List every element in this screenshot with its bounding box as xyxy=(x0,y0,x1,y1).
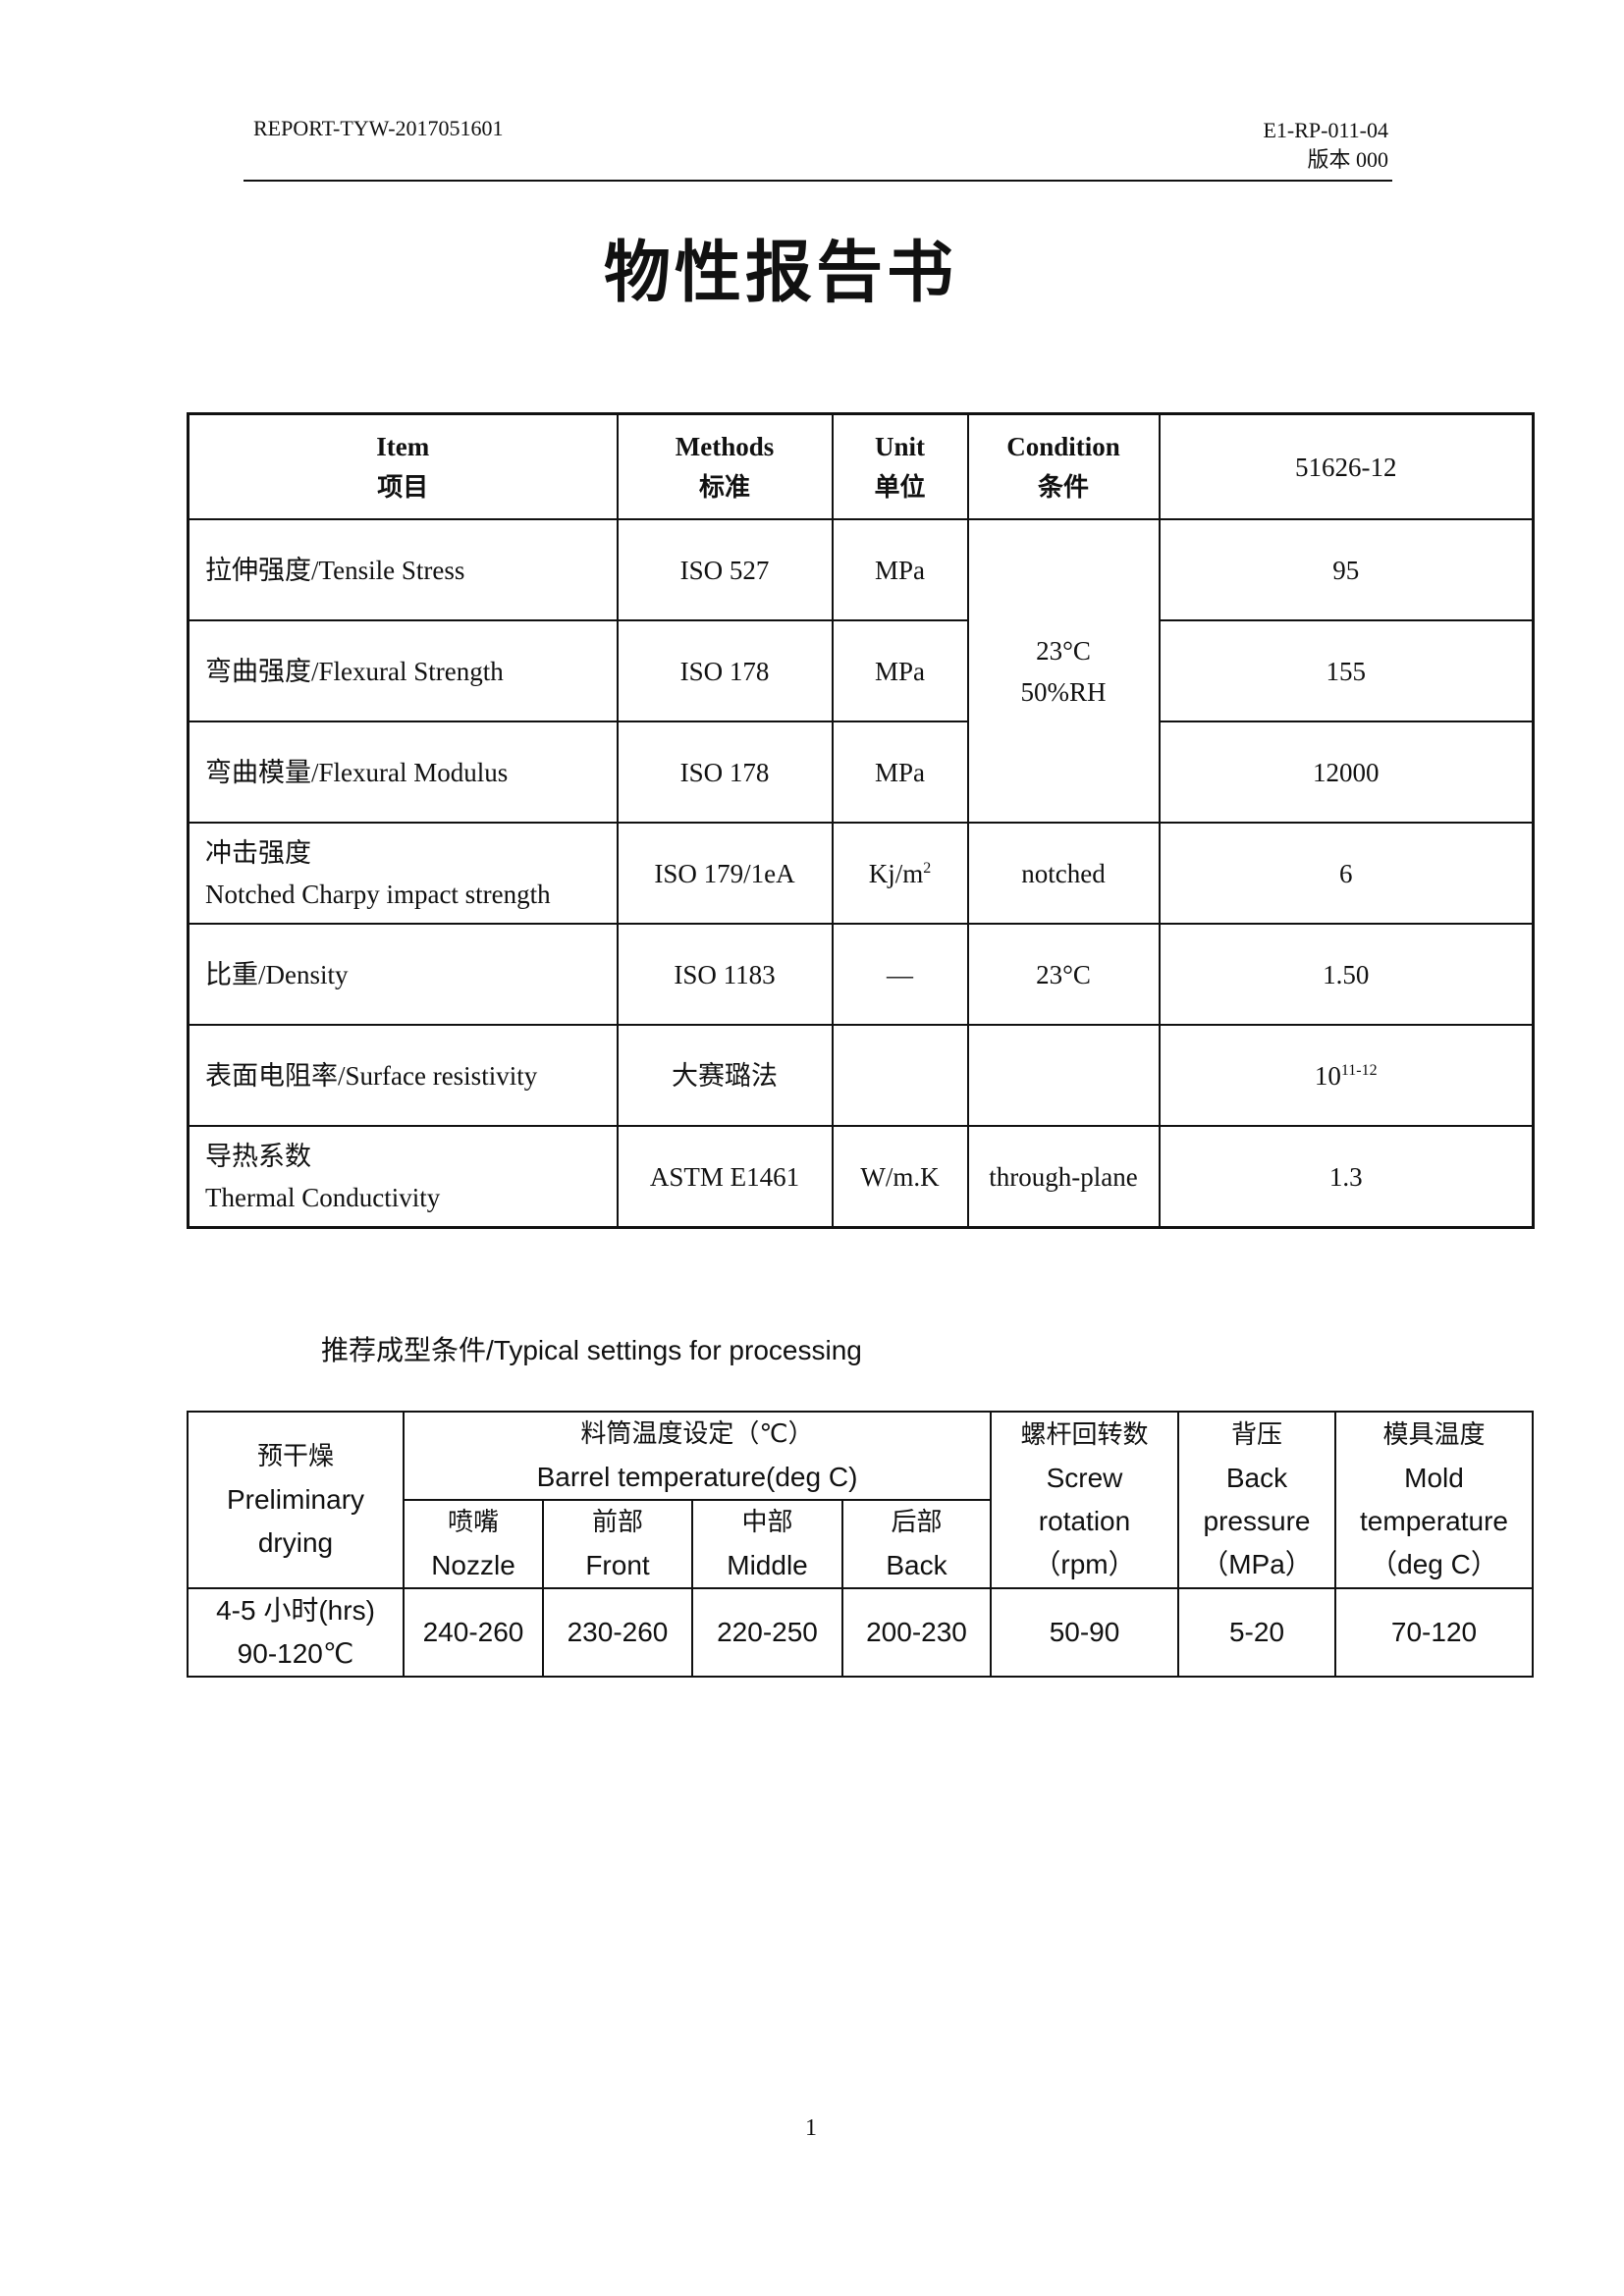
properties-table: Item 项目 Methods 标准 Unit 单位 Condition 条件 5162… xyxy=(187,412,1535,1229)
processing-table: 预干燥 Preliminary drying 料筒温度设定（℃） Barrel tem… xyxy=(187,1411,1534,1678)
header-unit: Unit 单位 xyxy=(831,412,969,520)
header-middle: 中部 Middle xyxy=(691,1499,843,1589)
header-mold-temp: 模具温度 Mold temperature （deg C） xyxy=(1334,1411,1534,1589)
header-drying: 预干燥 Preliminary drying xyxy=(187,1411,405,1589)
doc-code: E1-RP-011-04 xyxy=(1263,118,1388,142)
header-item: Item 项目 xyxy=(187,412,619,520)
table-row: 表面电阻率/Surface resistivity 大赛璐法 1011-12 xyxy=(187,1024,1535,1127)
header-divider xyxy=(244,180,1392,182)
table-row: 拉伸强度/Tensile Stress ISO 527 MPa 23°C 50%R… xyxy=(187,518,1535,824)
table-row: 弯曲模量/Flexural Modulus ISO 178 MPa 12000 xyxy=(187,721,1535,824)
header-nozzle: 喷嘴 Nozzle xyxy=(403,1499,544,1589)
header-methods: Methods 标准 xyxy=(616,412,834,520)
header-barrel: 料筒温度设定（℃） Barrel temperature(deg C) xyxy=(403,1411,992,1501)
header-screw: 螺杆回转数 Screw rotation （rpm） xyxy=(990,1411,1179,1589)
table-row: 导热系数 Thermal Conductivity ASTM E1461 W/m.… xyxy=(187,1125,1535,1229)
header-condition: Condition 条件 xyxy=(966,412,1161,520)
processing-subtitle: 推荐成型条件/Typical settings for processing xyxy=(321,1335,862,1365)
table-row: 4-5 小时(hrs) 90-120℃ 240-260 230-260 220-2… xyxy=(187,1587,1534,1678)
page-title: 物性报告书 xyxy=(603,235,957,312)
shared-condition: 23°C 50%RH xyxy=(966,518,1161,824)
table-row: 冲击强度 Notched Charpy impact strength ISO 1… xyxy=(187,822,1535,925)
report-number: REPORT-TYW-2017051601 xyxy=(253,116,504,140)
header-front: 前部 Front xyxy=(542,1499,693,1589)
table-row: 弯曲强度/Flexural Strength ISO 178 MPa 155 xyxy=(187,619,1535,722)
table-header-row: Item 项目 Methods 标准 Unit 单位 Condition 条件 5162… xyxy=(187,412,1535,520)
header-back: 后部 Back xyxy=(841,1499,992,1589)
document-code: E1-RP-011-04 版本 000 xyxy=(1263,116,1388,175)
header-sample: 51626-12 xyxy=(1158,412,1535,520)
table-row: 比重/Density ISO 1183 — 23°C 1.50 xyxy=(187,923,1535,1026)
version: 版本 000 xyxy=(1307,147,1388,172)
header-back-pressure: 背压 Back pressure （MPa） xyxy=(1177,1411,1336,1589)
page-number: 1 xyxy=(805,2115,817,2141)
